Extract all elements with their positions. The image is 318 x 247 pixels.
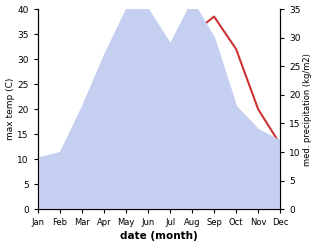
X-axis label: date (month): date (month): [120, 231, 198, 242]
Y-axis label: med. precipitation (kg/m2): med. precipitation (kg/m2): [303, 53, 313, 165]
Y-axis label: max temp (C): max temp (C): [5, 78, 15, 140]
